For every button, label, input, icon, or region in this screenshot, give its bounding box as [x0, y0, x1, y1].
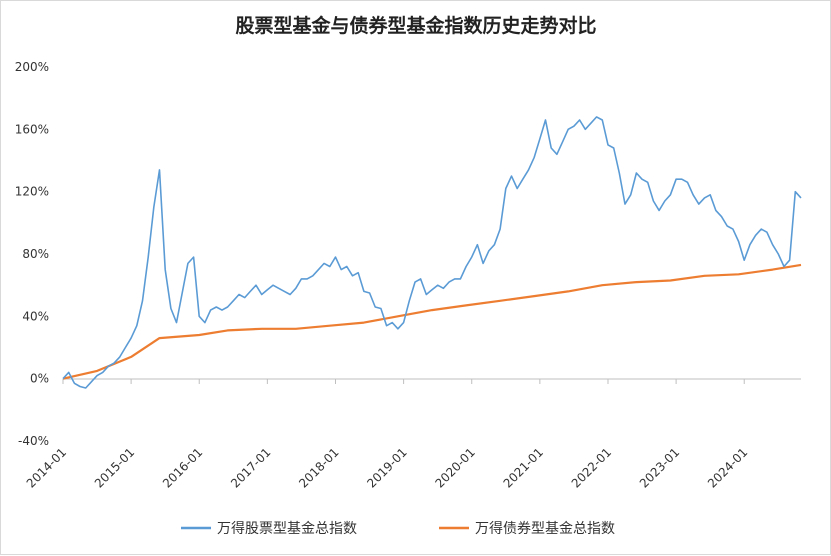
- x-tick-label: 2020-01: [433, 445, 478, 490]
- x-tick-label: 2023-01: [637, 445, 682, 490]
- series-line-1: [62, 116, 802, 389]
- chart-title: 股票型基金与债券型基金指数历史走势对比: [235, 14, 596, 37]
- y-tick-label: 40%: [22, 309, 49, 323]
- x-tick-label: 2021-01: [501, 445, 546, 490]
- x-tick-label: 2016-01: [160, 445, 205, 490]
- legend: 万得股票型基金总指数 万得债券型基金总指数: [181, 520, 615, 537]
- y-tick-label: 160%: [15, 122, 49, 136]
- x-tick-label: 2019-01: [364, 445, 409, 490]
- x-tick-label: 2015-01: [92, 445, 137, 490]
- series-line-2: [62, 263, 802, 380]
- x-tick-label: 2017-01: [228, 445, 273, 490]
- x-axis: 2014-01 2015-01 2016-01 2017-01 2018-01 2019-…: [24, 378, 801, 491]
- plot-series: [62, 116, 802, 389]
- legend-label-2: 万得债券型基金总指数: [475, 520, 615, 537]
- y-tick-label: 120%: [15, 185, 49, 199]
- y-tick-label: 200%: [15, 60, 49, 74]
- x-tick-label: 2018-01: [296, 445, 341, 490]
- y-tick-label: 0%: [30, 372, 49, 386]
- x-tick-label: 2024-01: [705, 445, 750, 490]
- legend-label-1: 万得股票型基金总指数: [217, 520, 357, 537]
- x-tick-label: 2014-01: [24, 445, 69, 490]
- y-axis: -40% 0% 40% 80% 120% 160% 200%: [15, 60, 49, 448]
- x-tick-label: 2022-01: [569, 445, 614, 490]
- y-tick-label: -40%: [18, 434, 49, 448]
- y-tick-label: 80%: [22, 247, 49, 261]
